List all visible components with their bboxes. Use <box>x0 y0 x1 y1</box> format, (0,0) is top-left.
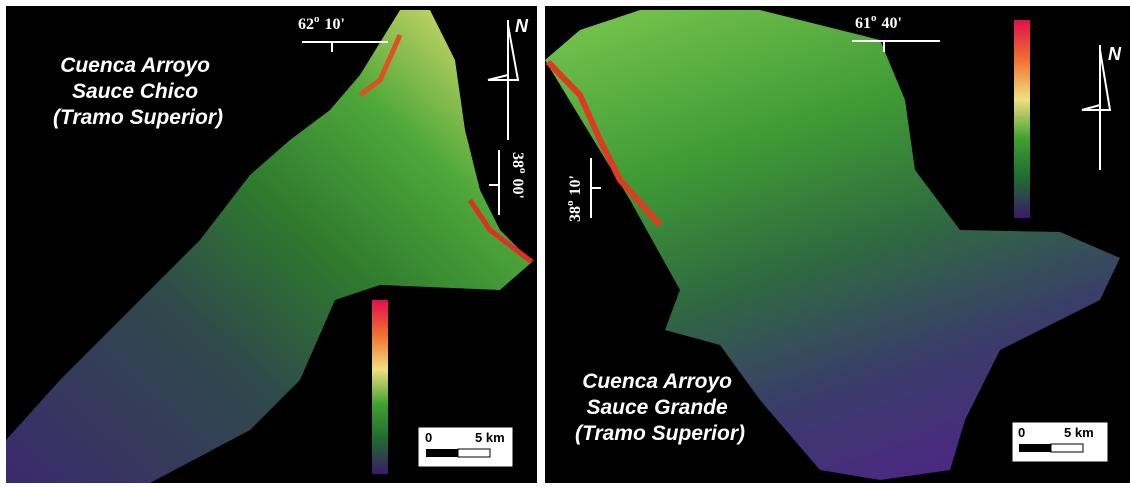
scale-bar <box>458 449 490 457</box>
label-part: o <box>564 200 576 206</box>
title-line: Sauce Grande <box>586 396 728 419</box>
title-line: Cuenca Arroyo <box>582 370 732 393</box>
scale-bar <box>426 449 458 457</box>
label-part: 00' <box>509 179 526 199</box>
north-label: N <box>515 16 529 36</box>
label-part: 10' <box>325 16 345 33</box>
basin-title: Cuenca Arroyo Sauce Grande (Tramo Superi… <box>575 370 745 445</box>
scale-start: 0 <box>1018 425 1025 440</box>
elevation-color-bar <box>372 300 388 474</box>
label-part: 40' <box>882 15 902 32</box>
scale-start: 0 <box>425 430 432 445</box>
title-line: Sauce Chico <box>72 80 198 103</box>
label-part: o <box>314 13 320 25</box>
label-part: 38 <box>567 206 584 222</box>
scale-bar <box>1051 444 1083 452</box>
title-line: (Tramo Superior) <box>575 422 745 445</box>
basin-title: Cuenca Arroyo Sauce Chico (Tramo Superio… <box>53 54 223 129</box>
elevation-color-bar <box>1014 20 1030 218</box>
label-part: o <box>517 168 529 174</box>
title-line: (Tramo Superior) <box>53 106 223 129</box>
north-label: N <box>1108 44 1122 64</box>
title-line: Cuenca Arroyo <box>60 54 210 77</box>
scale-end: 5 km <box>1064 425 1094 440</box>
label-part: 38 <box>509 152 526 168</box>
scale-end: 5 km <box>475 430 505 445</box>
scale-bar <box>1019 444 1051 452</box>
label-part: 10' <box>567 175 584 195</box>
label-part: 61 <box>855 15 871 32</box>
label-part: o <box>871 12 877 24</box>
map-figure: Cuenca Arroyo Sauce Chico (Tramo Superio… <box>0 0 1130 487</box>
label-part: 62 <box>298 16 314 33</box>
